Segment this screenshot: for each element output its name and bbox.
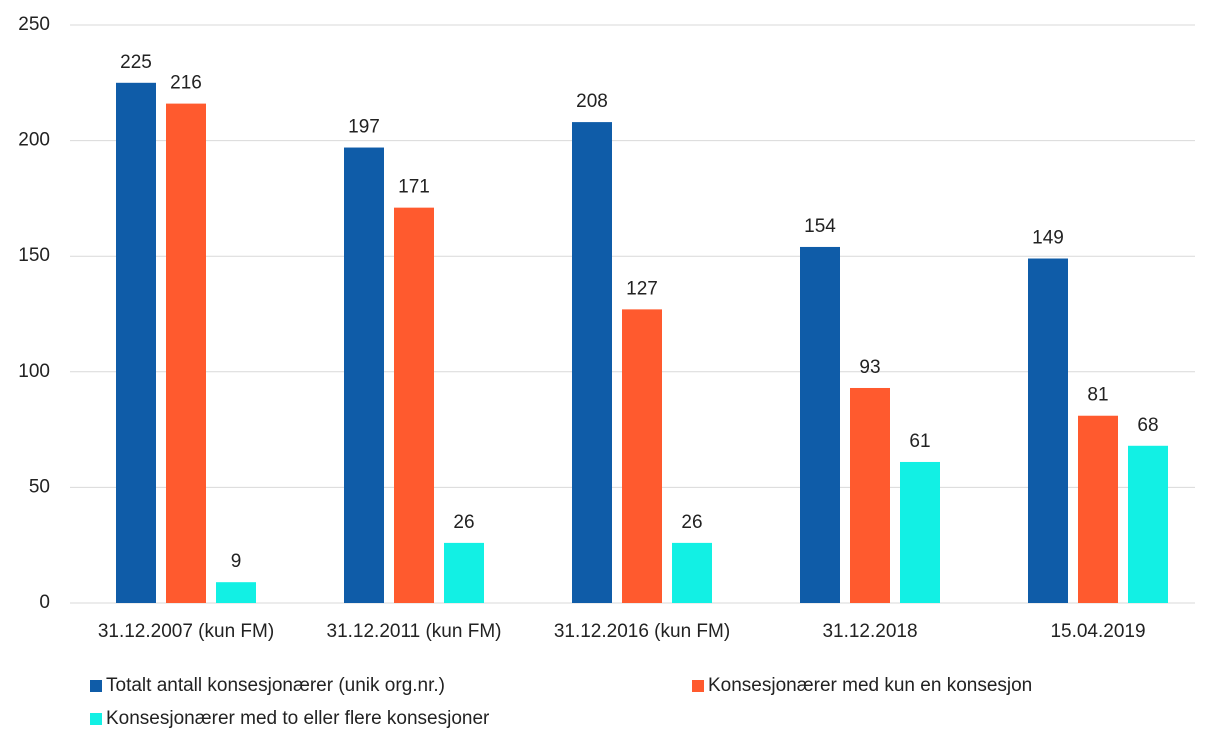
y-tick-label: 50	[29, 476, 50, 497]
legend-swatch	[692, 680, 704, 692]
value-label: 61	[909, 431, 930, 452]
legend-label: Konsesjonærer med kun en konsesjon	[708, 675, 1032, 696]
value-label: 225	[120, 52, 152, 73]
bar	[116, 82, 156, 604]
bar	[166, 103, 206, 603]
bar	[216, 582, 256, 603]
bar	[444, 542, 484, 603]
bar	[572, 122, 612, 603]
value-label: 93	[859, 357, 880, 378]
y-tick-label: 200	[18, 130, 50, 151]
x-tick-label: 31.12.2018	[822, 621, 917, 642]
value-label: 81	[1087, 385, 1108, 406]
bar	[850, 387, 890, 603]
value-label: 127	[626, 278, 658, 299]
value-label: 208	[576, 91, 608, 112]
bar	[394, 207, 434, 603]
value-label: 149	[1032, 228, 1064, 249]
x-tick-label: 15.04.2019	[1050, 621, 1145, 642]
legend-label: Konsesjonærer med to eller flere konsesj…	[106, 708, 490, 729]
legend-swatch	[90, 680, 102, 692]
x-tick-label: 31.12.2007 (kun FM)	[98, 621, 274, 642]
legend-label: Totalt antall konsesjonærer (unik org.nr…	[106, 675, 445, 696]
bar	[622, 309, 662, 603]
bar	[1078, 415, 1118, 603]
bar	[800, 246, 840, 603]
x-tick-label: 31.12.2011 (kun FM)	[327, 621, 502, 642]
legend-swatch	[90, 713, 102, 725]
y-tick-label: 100	[18, 361, 50, 382]
bar	[1128, 445, 1168, 603]
value-label: 154	[804, 216, 836, 237]
bar	[1028, 258, 1068, 603]
value-label: 26	[681, 512, 702, 533]
bar	[900, 461, 940, 603]
bar	[344, 147, 384, 603]
value-label: 26	[453, 512, 474, 533]
value-label: 216	[170, 73, 202, 94]
value-label: 171	[398, 177, 430, 198]
y-tick-label: 0	[39, 592, 50, 613]
y-tick-label: 150	[18, 245, 50, 266]
value-label: 197	[348, 117, 380, 138]
bar	[672, 542, 712, 603]
value-label: 9	[231, 551, 242, 572]
x-tick-label: 31.12.2016 (kun FM)	[554, 621, 730, 642]
value-label: 68	[1137, 415, 1158, 436]
y-tick-label: 250	[18, 14, 50, 35]
